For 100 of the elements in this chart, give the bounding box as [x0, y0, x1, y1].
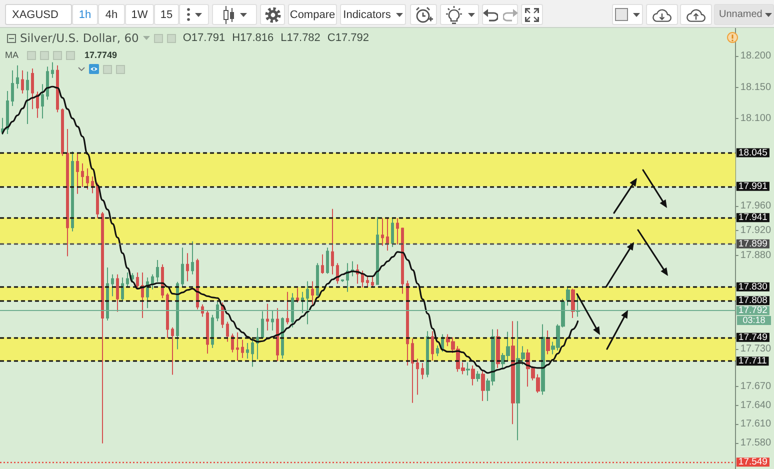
candlestick	[106, 267, 109, 322]
y-tick-label: 17.580	[740, 437, 772, 448]
candlestick	[396, 218, 399, 245]
candlestick	[471, 364, 475, 386]
candlestick	[81, 162, 84, 188]
candlestick	[116, 274, 119, 312]
candlestick	[6, 90, 9, 135]
candlestick	[181, 247, 184, 288]
annotation: H17.816	[232, 32, 274, 44]
candlestick	[291, 292, 294, 328]
y-tick-label: 17.730	[740, 344, 772, 355]
candlestick	[46, 66, 49, 100]
text: 1W	[131, 8, 148, 20]
candlestick	[286, 291, 289, 325]
y-tick-label: 17.640	[740, 400, 772, 411]
candlestick	[76, 152, 79, 194]
ref-line-label: 17.711	[738, 356, 767, 367]
candlestick	[386, 218, 389, 252]
candlestick	[341, 278, 344, 282]
candlestick	[331, 208, 334, 275]
text: XAGUSD	[12, 8, 58, 20]
text: 4h	[105, 8, 118, 20]
candlestick	[321, 254, 324, 274]
candlestick	[21, 70, 24, 94]
candlestick	[186, 252, 189, 282]
candlestick	[26, 71, 29, 125]
candlestick	[36, 91, 39, 118]
candlestick	[216, 301, 219, 322]
y-tick-label: 17.960	[740, 200, 772, 212]
candlestick	[436, 344, 439, 357]
ref-line-label: 17.899	[738, 238, 768, 250]
candlestick	[301, 291, 304, 314]
candlestick	[166, 292, 169, 339]
candlestick	[476, 370, 480, 382]
candlestick	[96, 182, 99, 219]
candlestick	[571, 288, 575, 319]
candlestick	[131, 272, 134, 282]
candlestick	[111, 274, 114, 297]
y-tick-label: 17.610	[740, 418, 772, 430]
candlestick	[276, 308, 279, 362]
y-tick-label: 18.100	[740, 112, 772, 124]
candlestick	[211, 314, 214, 348]
text: 15	[160, 8, 173, 20]
candlestick	[426, 330, 429, 378]
candlestick	[86, 168, 89, 190]
candlestick	[576, 295, 580, 318]
candlestick	[206, 310, 209, 354]
candlestick	[411, 338, 414, 404]
candlestick	[236, 332, 239, 361]
candlestick	[71, 151, 74, 232]
candlestick	[126, 272, 129, 288]
candlestick	[256, 328, 259, 360]
candlestick	[246, 342, 249, 360]
text: Indicators	[343, 8, 391, 20]
text: 1h	[78, 8, 92, 20]
y-tick-label: 17.670	[740, 381, 772, 392]
candlestick	[376, 216, 379, 285]
candlestick	[566, 286, 570, 306]
candlestick	[141, 272, 144, 319]
candlestick	[311, 280, 314, 306]
candlestick	[176, 281, 179, 350]
candlestick	[431, 330, 434, 361]
candlestick	[266, 303, 269, 332]
candlestick	[391, 218, 394, 248]
candlestick	[251, 338, 254, 368]
candlestick	[281, 316, 284, 360]
candlestick	[191, 240, 194, 275]
candlestick	[56, 64, 59, 113]
candlestick	[316, 262, 319, 297]
annotation: C17.792	[327, 32, 370, 44]
candlestick	[16, 64, 19, 90]
annotation: L17.782	[280, 32, 320, 44]
candlestick	[171, 326, 174, 376]
candlestick	[336, 262, 339, 284]
ref-line-label: 17.792	[738, 305, 768, 316]
candlestick	[121, 277, 124, 302]
candlestick	[91, 176, 94, 194]
annotation: O17.791	[182, 32, 226, 44]
candlestick	[326, 247, 329, 274]
candlestick	[31, 68, 34, 110]
candlestick	[416, 358, 419, 396]
candlestick	[261, 310, 264, 340]
candlestick	[546, 330, 550, 355]
candlestick	[226, 321, 229, 342]
ref-line-label: 17.941	[738, 212, 768, 224]
candlestick	[271, 309, 274, 332]
text: 03:18	[737, 315, 771, 325]
candlestick	[241, 339, 244, 358]
candlestick	[401, 227, 404, 294]
candlestick	[346, 262, 349, 292]
candlestick	[51, 62, 54, 78]
candlestick	[421, 362, 424, 380]
chart-title: Silver/U.S. Dollar, 60	[20, 31, 139, 45]
candlestick	[41, 84, 44, 119]
candlestick	[11, 70, 14, 106]
ref-line-label: 17.749	[738, 332, 768, 343]
candlestick	[296, 288, 299, 303]
candlestick	[406, 280, 409, 366]
text: Unnamed	[719, 9, 762, 20]
y-tick-label: 18.200	[740, 50, 772, 62]
